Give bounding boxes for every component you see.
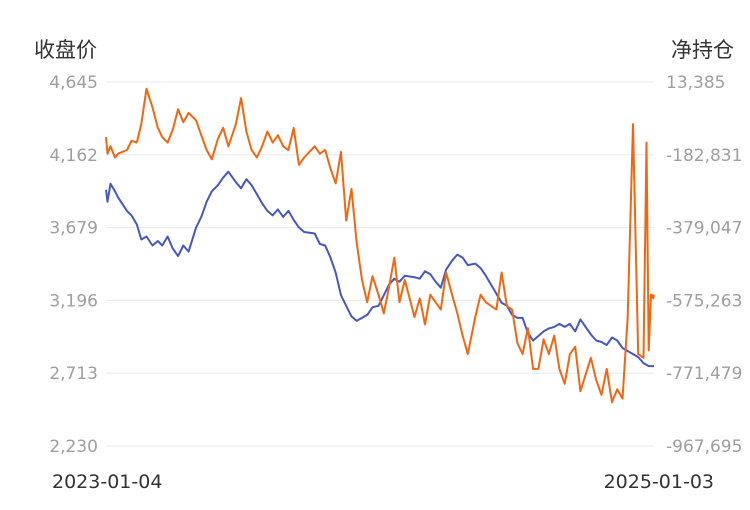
x-axis-ticks: 2023-01-04 2025-01-03 — [52, 471, 714, 493]
right-axis-ticks: 13,385 -182,831 -379,047 -575,263 -771,479 -9… — [666, 73, 742, 457]
left-tick-label: 2,713 — [49, 364, 98, 384]
right-axis-title: 净持仓 — [671, 38, 734, 62]
left-tick-label: 4,162 — [49, 146, 98, 166]
left-tick-label: 3,679 — [49, 219, 98, 239]
left-axis-title: 收盘价 — [34, 38, 97, 62]
right-tick-label: -379,047 — [666, 219, 742, 239]
net-position-line — [105, 87, 655, 404]
left-axis-ticks: 4,645 4,162 3,679 3,196 2,713 2,230 — [49, 73, 98, 457]
right-tick-label: -575,263 — [666, 291, 742, 311]
left-tick-label: 4,645 — [49, 73, 98, 93]
left-tick-label: 2,230 — [49, 437, 98, 457]
x-tick-label-end: 2025-01-03 — [604, 471, 714, 493]
right-tick-label: -182,831 — [666, 146, 742, 166]
series-lines — [105, 87, 655, 404]
right-tick-label: -771,479 — [666, 364, 742, 384]
right-tick-label: -967,695 — [666, 437, 742, 457]
grid-lines — [106, 81, 654, 447]
close-price-line — [105, 170, 654, 368]
left-tick-label: 3,196 — [49, 291, 98, 311]
x-tick-label-start: 2023-01-04 — [52, 471, 162, 493]
right-tick-label: 13,385 — [666, 73, 725, 93]
